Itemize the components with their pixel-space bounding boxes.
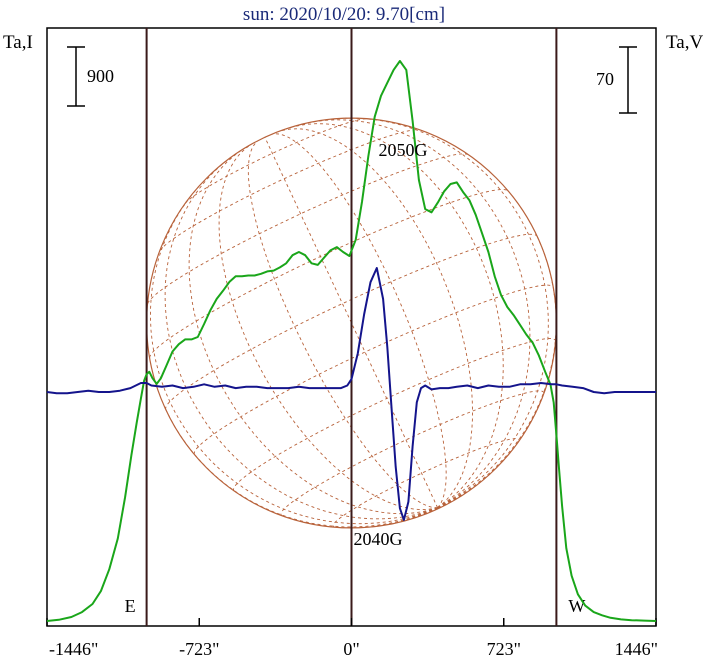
intensity-line xyxy=(46,60,657,622)
x-tick-label: 723" xyxy=(487,639,521,659)
x-tick-label: -1446" xyxy=(49,639,98,659)
annotations: 2050G 2040G xyxy=(354,140,428,549)
x-tick-label: 0" xyxy=(343,639,359,659)
longitude-line xyxy=(272,133,447,508)
latitude-line xyxy=(332,438,520,528)
longitude-line xyxy=(299,119,531,509)
latitude-line xyxy=(280,390,545,517)
latitude-line xyxy=(159,129,420,251)
x-axis: -1446" -723" 0" 723" 1446" xyxy=(46,618,658,659)
limb-label: E xyxy=(125,596,136,616)
longitude-line xyxy=(164,155,438,520)
x-tick-label: -723" xyxy=(179,639,219,659)
x-tick-label: 1446" xyxy=(615,639,658,659)
longitude-line xyxy=(188,147,438,515)
chart-title: sun: 2020/10/20: 9.70[cm] xyxy=(243,4,445,25)
series-lines xyxy=(46,60,657,622)
longitude-line xyxy=(344,117,549,509)
longitude-line xyxy=(279,128,473,509)
right-scale-label: 70 xyxy=(596,69,614,89)
annotation-min: 2040G xyxy=(354,529,403,549)
left-axis-label: Ta,I xyxy=(3,32,33,53)
scale-bars: 900 70 xyxy=(67,46,637,114)
left-scale-label: 900 xyxy=(87,66,114,86)
annotation-max: 2050G xyxy=(379,140,428,160)
longitude-line xyxy=(264,137,439,508)
latitude-line xyxy=(147,153,468,304)
longitude-line xyxy=(437,505,444,509)
latitude-line xyxy=(184,118,367,204)
longitude-line xyxy=(150,186,438,525)
longitude-line xyxy=(218,144,438,511)
right-axis-label: Ta,V xyxy=(666,32,703,53)
longitude-line xyxy=(247,140,438,509)
polarization-line xyxy=(46,267,656,521)
limb-label: W xyxy=(568,596,585,616)
